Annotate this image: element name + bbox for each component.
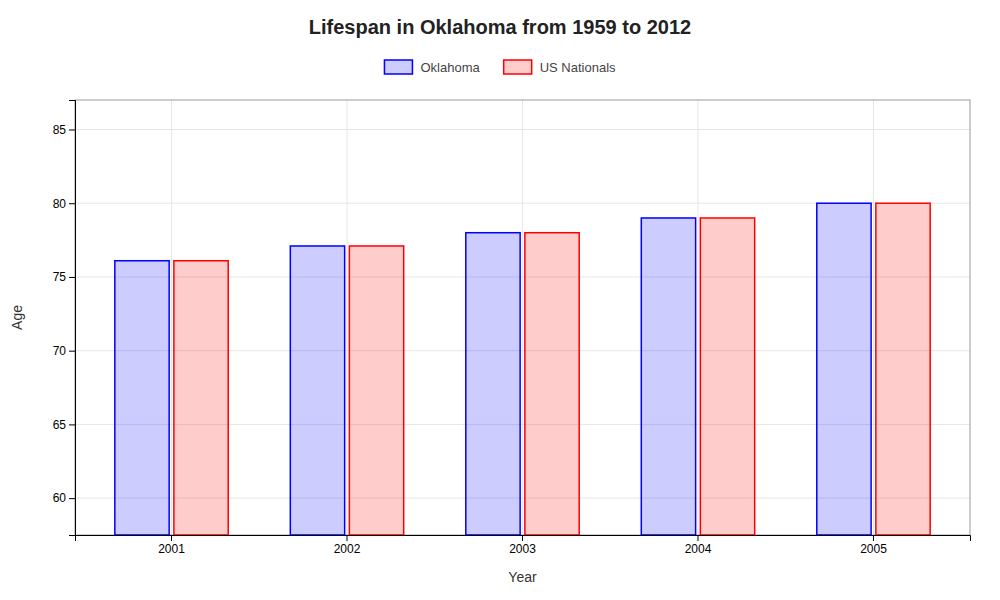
tick-mark <box>347 535 348 541</box>
grid-line <box>697 100 698 535</box>
bars <box>115 203 930 535</box>
tick-label: 80 <box>53 197 67 211</box>
tick-mark <box>697 535 698 541</box>
bar <box>115 261 169 535</box>
tick: 2003 <box>509 535 536 556</box>
tick-label: 2005 <box>860 542 887 556</box>
bar <box>525 233 579 535</box>
legend-label: US Nationals <box>540 60 616 75</box>
legend-item: Oklahoma <box>384 60 480 75</box>
tick-label: 2001 <box>158 542 185 556</box>
bar <box>641 218 695 535</box>
tick: 2001 <box>158 535 185 556</box>
tick-label: 70 <box>53 344 67 358</box>
axis-line <box>69 101 76 536</box>
tick-label: 75 <box>53 270 67 284</box>
legend: Oklahoma US Nationals <box>384 60 616 75</box>
tick-mark <box>69 277 75 278</box>
bar <box>290 246 344 535</box>
grid-line <box>873 100 874 535</box>
tick-label: 2003 <box>509 542 536 556</box>
bar-series <box>174 203 930 535</box>
bar <box>466 233 520 535</box>
tick-label: 2002 <box>334 542 361 556</box>
grid-line <box>171 100 172 535</box>
legend-item: US Nationals <box>504 60 616 75</box>
tick: 2005 <box>860 535 887 556</box>
tick-label: 2004 <box>685 542 712 556</box>
tick: 70 <box>53 344 75 358</box>
tick: 75 <box>53 270 75 284</box>
tick-label: 65 <box>53 418 67 432</box>
legend-swatch <box>504 60 532 74</box>
tick: 2002 <box>334 535 361 556</box>
legend-swatch <box>384 60 412 74</box>
grid-line <box>522 100 523 535</box>
chart: 2001 2002 2003 2004 2005 60 65 70 75 80 85 Year Age L… <box>0 0 1000 600</box>
axis-line <box>76 536 971 542</box>
bar <box>349 246 403 535</box>
bar <box>817 203 871 535</box>
tick-label: 85 <box>53 123 67 137</box>
tick: 65 <box>53 418 75 432</box>
tick-mark <box>873 535 874 541</box>
bar <box>700 218 754 535</box>
tick-mark <box>69 203 75 204</box>
x-axis: 2001 2002 2003 2004 2005 <box>76 535 971 556</box>
grid-line <box>347 100 348 535</box>
plot-frame <box>75 100 970 535</box>
bar <box>876 203 930 535</box>
tick-label: 60 <box>53 491 67 505</box>
tick-mark <box>69 498 75 499</box>
bar <box>174 261 228 535</box>
tick: 85 <box>53 123 75 137</box>
bar-series <box>115 203 871 535</box>
plot: 2001 2002 2003 2004 2005 60 65 70 75 80 85 <box>53 100 971 556</box>
tick: 60 <box>53 491 75 505</box>
y-axis: 60 65 70 75 80 85 <box>53 101 76 536</box>
y-axis-title: Age <box>9 305 25 330</box>
tick-mark <box>69 351 75 352</box>
tick: 2004 <box>685 535 712 556</box>
tick-mark <box>522 535 523 541</box>
tick-mark <box>171 535 172 541</box>
x-axis-title: Year <box>508 569 537 585</box>
tick: 80 <box>53 197 75 211</box>
grid <box>75 100 970 535</box>
legend-label: Oklahoma <box>420 60 480 75</box>
title: Lifespan in Oklahoma from 1959 to 2012 <box>309 16 691 38</box>
tick-mark <box>69 424 75 425</box>
tick-mark <box>69 129 75 130</box>
